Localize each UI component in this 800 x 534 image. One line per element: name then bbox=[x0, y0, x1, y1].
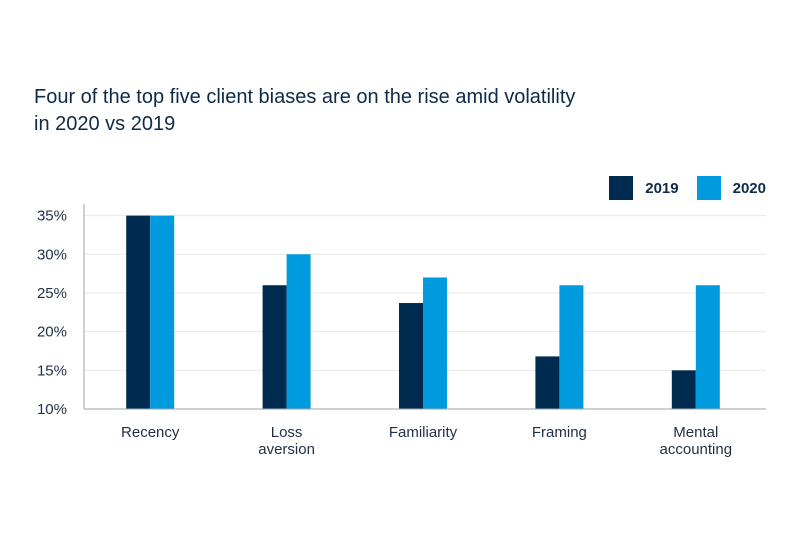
bar-2019 bbox=[671, 370, 696, 409]
chart-title-line-2: in 2020 vs 2019 bbox=[34, 113, 176, 135]
y-tick-label: 35% bbox=[37, 208, 67, 225]
bar-2020 bbox=[150, 215, 175, 409]
y-tick-label: 15% bbox=[37, 362, 67, 379]
bars bbox=[126, 215, 720, 409]
bar-2020 bbox=[423, 277, 447, 409]
legend-label-2019: 2019 bbox=[645, 179, 679, 197]
bar-2019 bbox=[535, 356, 560, 409]
x-tick-label: Familiarity bbox=[389, 424, 458, 441]
x-tick-label: Mental accounting bbox=[660, 424, 733, 458]
x-tick-label: Framing bbox=[532, 424, 587, 441]
bar-2020 bbox=[695, 285, 720, 409]
y-axis-tick-labels: 10% 15% 20% 25% 30% 35% bbox=[37, 208, 67, 418]
legend-label-2020: 2020 bbox=[732, 179, 766, 197]
bar-2019 bbox=[126, 215, 151, 409]
bar-2020 bbox=[559, 285, 584, 409]
legend-item-2019: 2019 bbox=[609, 176, 679, 200]
axes bbox=[83, 204, 766, 410]
legend-item-2020: 2020 bbox=[696, 176, 766, 200]
bar-2020 bbox=[286, 254, 311, 409]
x-tick-label: Loss aversion bbox=[258, 424, 315, 458]
chart-title-line-1: Four of the top five client biases are o… bbox=[34, 86, 576, 108]
y-tick-label: 25% bbox=[37, 285, 67, 302]
legend-swatch-2020 bbox=[696, 176, 721, 200]
y-tick-label: 20% bbox=[37, 324, 67, 341]
bar-2019 bbox=[262, 285, 287, 409]
y-tick-label: 30% bbox=[37, 246, 67, 263]
legend: 2019 2020 bbox=[591, 176, 766, 200]
x-axis-tick-labels: Recency Loss aversion Familiarity Framing Men… bbox=[121, 424, 732, 458]
chart-title: Four of the top five client biases are o… bbox=[34, 84, 694, 138]
y-tick-label: 10% bbox=[37, 401, 67, 418]
x-tick-label: Recency bbox=[121, 424, 180, 441]
bar-2019 bbox=[399, 303, 423, 409]
legend-swatch-2019 bbox=[609, 176, 634, 200]
